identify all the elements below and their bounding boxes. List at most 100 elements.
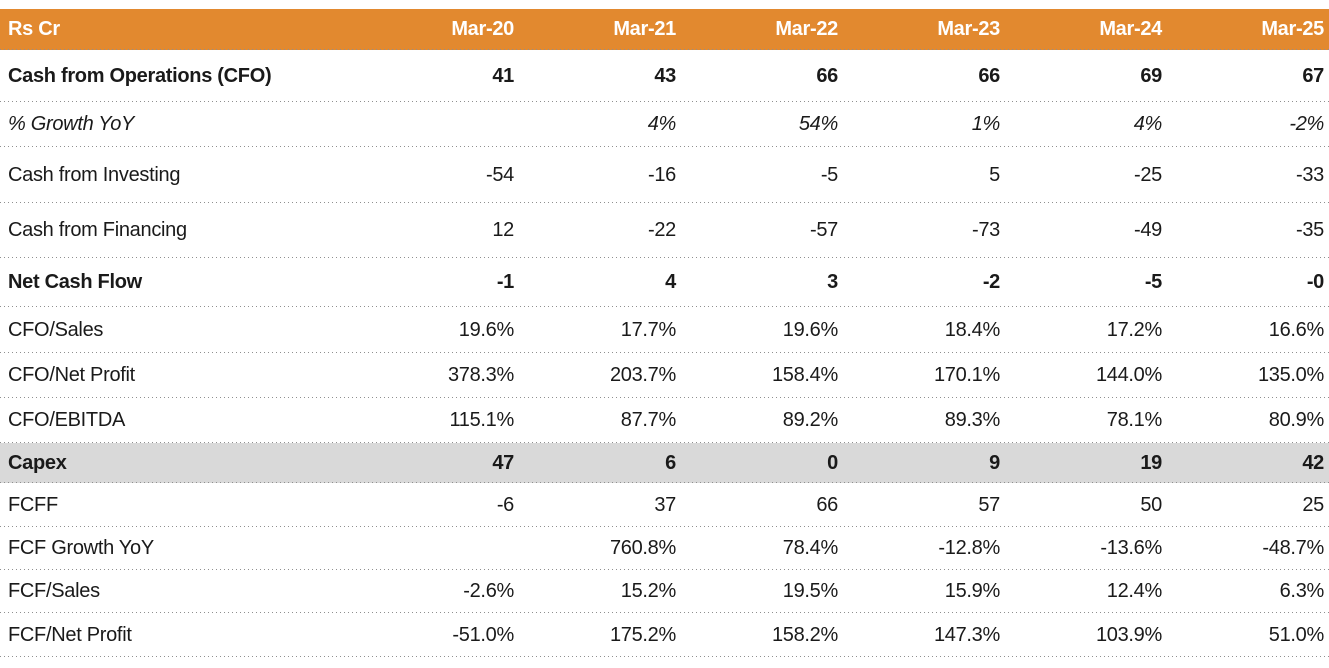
cell-value: 4% <box>1133 113 1163 135</box>
cell-value: -16 <box>647 163 676 186</box>
cell-value: -51.0% <box>452 623 514 646</box>
cell-value: 17.2% <box>1106 318 1163 341</box>
cell-value: 16.6% <box>1268 318 1325 341</box>
table-row: CFO/Sales 19.6% 17.7% 19.6% 18.4% 17.2% 16.6% <box>0 307 1329 353</box>
row-label: Cash from Investing <box>8 163 181 186</box>
cell-value: 43 <box>654 64 676 87</box>
cell-value: -33 <box>1295 163 1324 186</box>
table-body: Cash from Operations (CFO) 41 43 66 66 69 67% … <box>0 50 1329 657</box>
cell-value: 378.3% <box>447 364 514 386</box>
cell-value: 42 <box>1302 451 1324 474</box>
cell-value: 51.0% <box>1268 623 1325 646</box>
cell-value: -57 <box>809 219 838 241</box>
cell-value: 80.9% <box>1268 409 1325 431</box>
cell-value: -35 <box>1295 219 1324 241</box>
table-row: FCF/Net Profit -51.0% 175.2% 158.2% 147.3% 10… <box>0 613 1329 657</box>
column-header: Mar-22 <box>775 18 838 40</box>
cell-value: -12.8% <box>938 537 1000 559</box>
cell-value: 115.1% <box>449 409 514 431</box>
cell-value: 19.6% <box>782 318 839 341</box>
cell-value: 5 <box>989 163 1000 186</box>
cell-value: -0 <box>1306 271 1324 293</box>
row-label: Cash from Financing <box>8 219 187 241</box>
cell-value: -6 <box>496 493 514 516</box>
cell-value: 19 <box>1140 451 1162 474</box>
row-label: Capex <box>8 451 67 474</box>
cell-value: 6 <box>665 451 676 474</box>
cell-value: 9 <box>989 451 1000 474</box>
row-label: CFO/EBITDA <box>8 409 126 431</box>
cell-value: 25 <box>1302 493 1324 516</box>
row-label: CFO/Sales <box>8 318 104 341</box>
cell-value: 54% <box>798 113 838 135</box>
cell-value: -2 <box>982 271 1000 293</box>
cell-value: 158.4% <box>771 364 838 386</box>
table-row: Cash from Investing -54 -16 -5 5 -25 -33 <box>0 147 1329 203</box>
cell-value: -5 <box>1144 271 1162 293</box>
cell-value: -13.6% <box>1100 537 1162 559</box>
cell-value: 66 <box>816 493 838 516</box>
cell-value: -25 <box>1133 163 1162 186</box>
cell-value: 135.0% <box>1257 364 1324 386</box>
table-row: Net Cash Flow -1 4 3 -2 -5 -0 <box>0 258 1329 307</box>
table-row: FCF/Sales -2.6% 15.2% 19.5% 15.9% 12.4% 6.3% <box>0 570 1329 613</box>
cell-value: 4 <box>665 271 676 293</box>
cell-value: -2.6% <box>463 580 514 602</box>
cell-value: 37 <box>654 493 676 516</box>
column-header: Mar-25 <box>1261 18 1324 40</box>
table-row: Cash from Operations (CFO) 41 43 66 66 69 67 <box>0 50 1329 102</box>
cell-value: 170.1% <box>933 364 1000 386</box>
cell-value: 15.9% <box>944 580 1001 602</box>
cell-value: 15.2% <box>620 580 677 602</box>
column-header: Mar-23 <box>937 18 1000 40</box>
cell-value: -5 <box>820 163 838 186</box>
cell-value: 19.5% <box>782 580 839 602</box>
cell-value: -73 <box>971 219 1000 241</box>
cell-value: 66 <box>978 64 1000 87</box>
cell-value: 12.4% <box>1106 580 1163 602</box>
row-label: % Growth YoY <box>8 113 135 135</box>
cell-value: 3 <box>827 271 838 293</box>
table-row: Capex 47 6 0 9 19 42 <box>0 443 1329 483</box>
row-label: FCFF <box>8 493 58 516</box>
cell-value: -49 <box>1133 219 1162 241</box>
cell-value: 47 <box>492 451 514 474</box>
cell-value: -48.7% <box>1262 537 1324 559</box>
row-label: FCF/Sales <box>8 580 100 602</box>
cell-value: 760.8% <box>609 537 676 559</box>
cell-value: 89.3% <box>944 409 1001 431</box>
cell-value: 50 <box>1140 493 1162 516</box>
cell-value: 4% <box>647 113 677 135</box>
column-header: Mar-21 <box>613 18 676 40</box>
cell-value: 1% <box>971 113 1001 135</box>
cell-value: -1 <box>496 271 514 293</box>
row-label: Cash from Operations (CFO) <box>8 64 272 87</box>
cell-value: 57 <box>978 493 1000 516</box>
cell-value: 12 <box>492 219 514 241</box>
cell-value: 17.7% <box>620 318 677 341</box>
cell-value: 89.2% <box>782 409 839 431</box>
table-row: CFO/EBITDA 115.1% 87.7% 89.2% 89.3% 78.1% 80.9… <box>0 398 1329 443</box>
cell-value: 147.3% <box>933 623 1000 646</box>
cell-value: -22 <box>647 219 676 241</box>
row-label: FCF Growth YoY <box>8 537 154 559</box>
cell-value: 103.9% <box>1095 623 1162 646</box>
cell-value: 203.7% <box>609 364 676 386</box>
cell-value: 67 <box>1302 64 1324 87</box>
row-label: CFO/Net Profit <box>8 364 135 386</box>
cell-value: 158.2% <box>771 623 838 646</box>
cell-value: -54 <box>485 163 514 186</box>
cell-value: 87.7% <box>620 409 677 431</box>
column-header: Mar-20 <box>451 18 514 40</box>
cell-value: 78.1% <box>1106 409 1163 431</box>
cell-value: 41 <box>492 64 514 87</box>
table-row: FCFF -6 37 66 57 50 25 <box>0 483 1329 527</box>
cell-value: -2% <box>1289 113 1324 135</box>
cell-value: 66 <box>816 64 838 87</box>
cell-value: 0 <box>827 451 838 474</box>
cell-value: 19.6% <box>458 318 515 341</box>
table-row: CFO/Net Profit 378.3% 203.7% 158.4% 170.1% 14… <box>0 353 1329 398</box>
row-label: Net Cash Flow <box>8 271 142 293</box>
cell-value: 6.3% <box>1279 580 1325 602</box>
